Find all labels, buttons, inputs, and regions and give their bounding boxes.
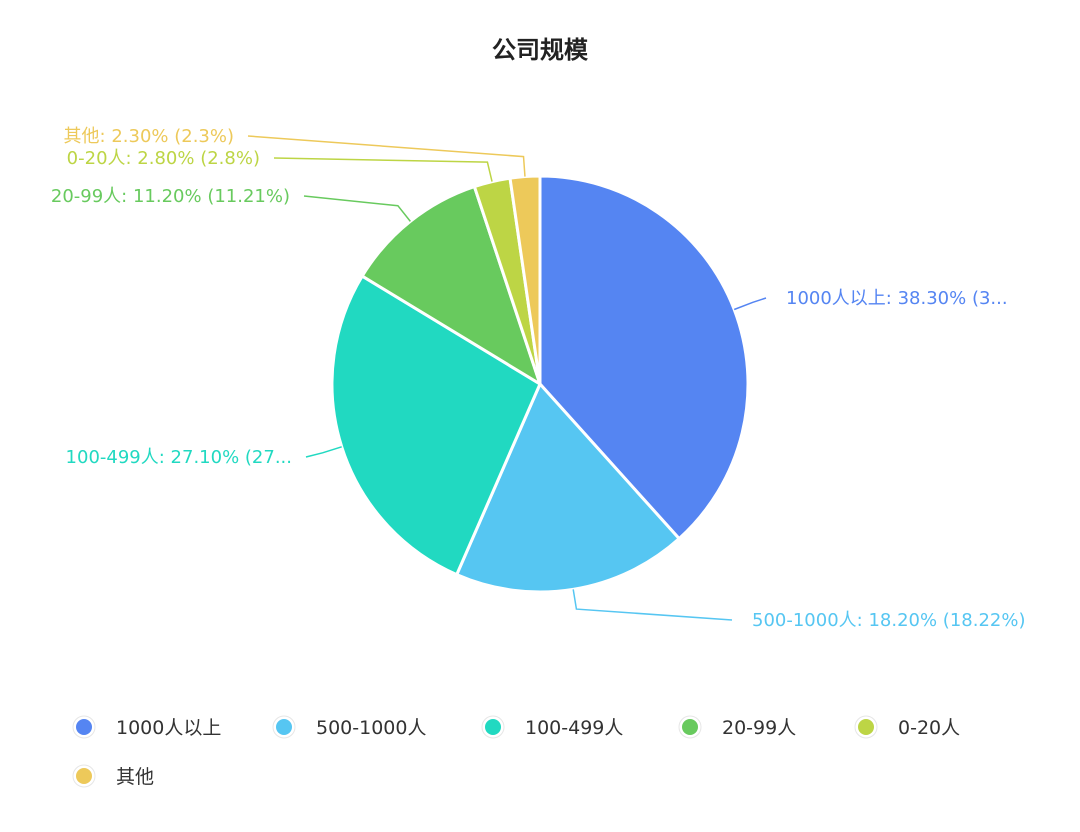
slice-label-5: 其他: 2.30% (2.3%) — [64, 126, 234, 147]
leader-line-2 — [305, 446, 342, 458]
leader-line-0 — [733, 297, 767, 311]
pie-slice-5[interactable] — [508, 174, 542, 386]
chart-title: 公司规模 — [492, 36, 589, 64]
legend-item-1[interactable]: 500-1000人 — [272, 715, 426, 739]
legend-label-3: 20-99人 — [722, 717, 796, 739]
legend-item-5[interactable]: 其他 — [72, 764, 154, 788]
legend-label-2: 100-499人 — [525, 717, 623, 739]
legend-label-4: 0-20人 — [898, 717, 960, 739]
legend-marker-1 — [276, 719, 292, 735]
legend-label-5: 其他 — [116, 766, 154, 788]
legend-marker-0 — [76, 719, 92, 735]
pie-slice-2[interactable] — [330, 274, 542, 577]
leader-lines — [247, 135, 767, 621]
leader-line-4 — [273, 157, 493, 182]
slice-label-4: 0-20人: 2.80% (2.8%) — [67, 148, 260, 169]
slice-labels: 1000人以上: 38.30% (3... 500-1000人: 18.20% (… — [51, 126, 1026, 631]
legend-marker-4 — [858, 719, 874, 735]
leader-line-5 — [247, 135, 526, 177]
legend-label-0: 1000人以上 — [116, 717, 221, 739]
legend-label-1: 500-1000人 — [316, 717, 426, 739]
leader-line-1 — [572, 589, 733, 621]
slice-label-3: 20-99人: 11.20% (11.21%) — [51, 186, 290, 207]
pie-slice-3[interactable] — [360, 185, 542, 386]
pie-slices — [330, 174, 750, 594]
legend-item-2[interactable]: 100-499人 — [481, 715, 623, 739]
legend-item-0[interactable]: 1000人以上 — [72, 715, 221, 739]
legend-marker-2 — [485, 719, 501, 735]
legend-marker-5 — [76, 768, 92, 784]
leader-line-3 — [303, 195, 411, 222]
legend-item-4[interactable]: 0-20人 — [854, 715, 960, 739]
legend-marker-3 — [682, 719, 698, 735]
slice-label-0: 1000人以上: 38.30% (3... — [786, 288, 1008, 309]
legend-item-3[interactable]: 20-99人 — [678, 715, 796, 739]
slice-label-2: 100-499人: 27.10% (27... — [66, 447, 292, 468]
slice-label-1: 500-1000人: 18.20% (18.22%) — [752, 610, 1025, 631]
